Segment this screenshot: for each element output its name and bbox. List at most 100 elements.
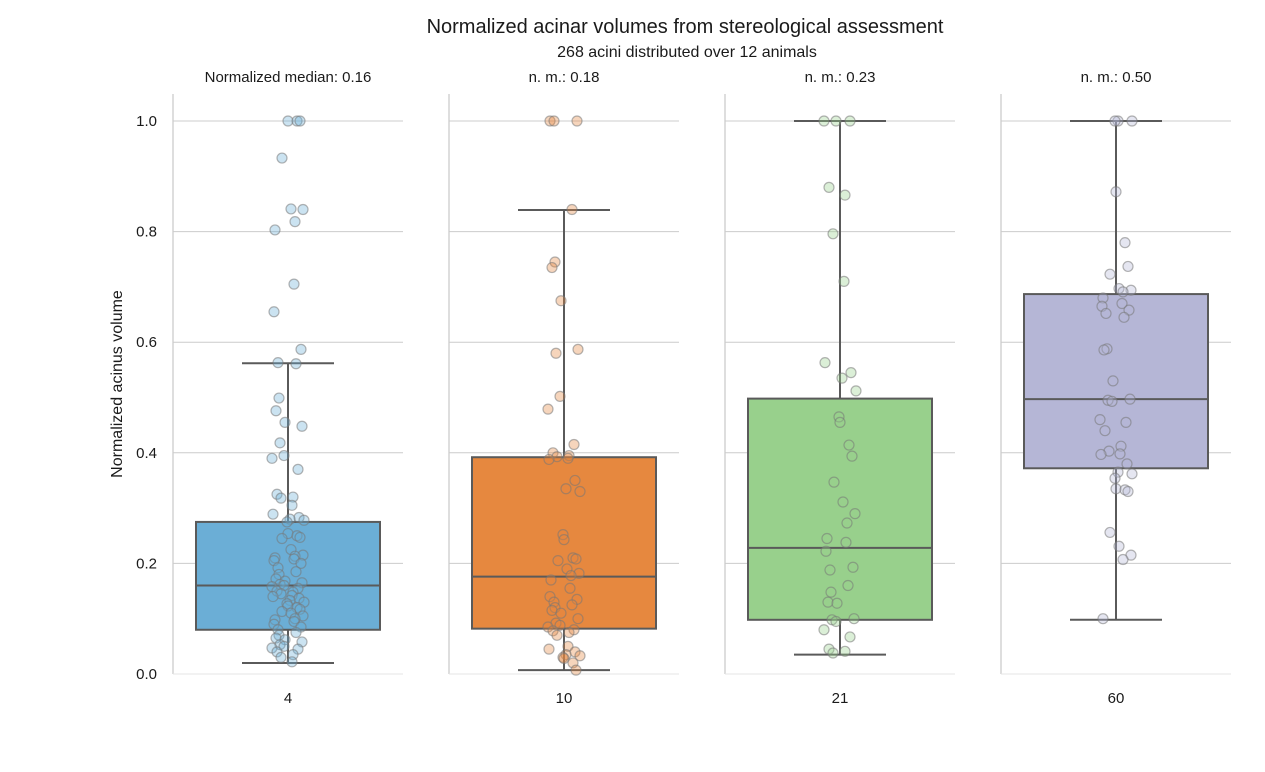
data-point (270, 632, 282, 644)
panel-10: n. m.: 0.18 10 (448, 69, 679, 707)
data-point (285, 203, 297, 215)
data-point (290, 358, 302, 370)
panel-4: 0.0 0.2 0.4 0.6 0.8 1.0 Normalized median: 0.1… (136, 69, 403, 707)
data-point (275, 492, 287, 504)
box-iqr (195, 520, 381, 631)
data-point (569, 474, 581, 487)
data-point (830, 615, 842, 628)
data-point (1107, 375, 1119, 387)
data-point (1106, 395, 1118, 407)
y-tick-label: 0.0 (136, 666, 157, 683)
x-tick-label: 4 (284, 690, 292, 707)
data-point (850, 385, 862, 397)
data-point (289, 216, 301, 228)
data-point (296, 577, 308, 589)
data-point (1097, 292, 1109, 304)
data-point (827, 647, 839, 659)
y-tick-label: 1.0 (136, 113, 157, 130)
data-point (291, 115, 303, 127)
data-point (290, 566, 302, 578)
data-point (294, 115, 306, 127)
data-point (276, 532, 288, 545)
data-point (839, 189, 851, 201)
box-iqr (1023, 293, 1209, 470)
data-point (1122, 260, 1134, 273)
data-point (839, 645, 851, 657)
data-point (1114, 448, 1126, 460)
data-point (830, 115, 842, 127)
data-point (546, 261, 558, 274)
data-point (1099, 425, 1111, 437)
data-point (820, 545, 832, 557)
data-point (1121, 458, 1133, 470)
data-point (296, 420, 308, 432)
panel-21: n. m.: 0.23 21 (724, 69, 955, 707)
data-point (562, 452, 574, 464)
data-point (570, 664, 582, 676)
data-point (275, 651, 287, 664)
data-point (1100, 307, 1112, 320)
data-point (819, 357, 831, 369)
data-point (834, 416, 846, 428)
data-point (290, 626, 302, 639)
data-point (266, 452, 278, 464)
data-point (286, 656, 298, 668)
data-point (555, 295, 567, 307)
chart-subtitle: 268 acini distributed over 12 animals (557, 44, 817, 61)
data-point (845, 367, 857, 379)
y-tick-label: 0.2 (136, 555, 157, 572)
data-point (563, 626, 575, 639)
data-point (564, 582, 576, 594)
data-point (297, 203, 309, 216)
data-point (548, 115, 560, 127)
data-point (1104, 268, 1116, 280)
data-point (827, 228, 839, 240)
data-point (818, 115, 830, 127)
data-point (273, 392, 285, 404)
data-point (544, 590, 556, 603)
panel-annotation: Normalized median: 0.16 (205, 69, 372, 86)
data-point (566, 599, 578, 611)
data-point (848, 613, 860, 625)
data-point (822, 596, 834, 608)
y-tick-label: 0.6 (136, 334, 157, 351)
data-point (545, 574, 557, 586)
data-point (274, 437, 286, 449)
data-point (550, 347, 562, 359)
x-tick-label: 60 (1108, 690, 1125, 707)
y-tick-label: 0.8 (136, 224, 157, 241)
data-point (287, 491, 299, 503)
data-point (844, 115, 856, 127)
data-point (1110, 186, 1122, 198)
data-point (267, 590, 279, 603)
data-point (1117, 286, 1129, 298)
data-point (1095, 448, 1107, 461)
data-point (840, 536, 852, 548)
x-tick-label: 10 (556, 690, 573, 707)
data-point (1112, 466, 1124, 478)
data-point (286, 499, 298, 511)
data-point (843, 439, 855, 451)
data-point (1112, 115, 1124, 127)
data-point (841, 517, 853, 529)
data-point (1098, 344, 1110, 356)
data-point (269, 224, 281, 236)
data-point (295, 343, 307, 355)
data-point (565, 569, 577, 582)
data-point (282, 115, 294, 127)
data-point (821, 532, 833, 545)
data-point (1122, 485, 1134, 498)
data-point (1109, 115, 1121, 127)
data-point (568, 438, 580, 451)
data-point (1126, 468, 1138, 480)
data-point (549, 256, 561, 268)
data-point (272, 357, 284, 369)
chart-title: Normalized acinar volumes from stereolog… (427, 16, 944, 38)
data-point (849, 508, 861, 520)
data-point (268, 306, 280, 318)
data-point (570, 553, 582, 565)
data-point (544, 115, 556, 127)
data-point (838, 275, 850, 287)
data-point (824, 564, 836, 576)
